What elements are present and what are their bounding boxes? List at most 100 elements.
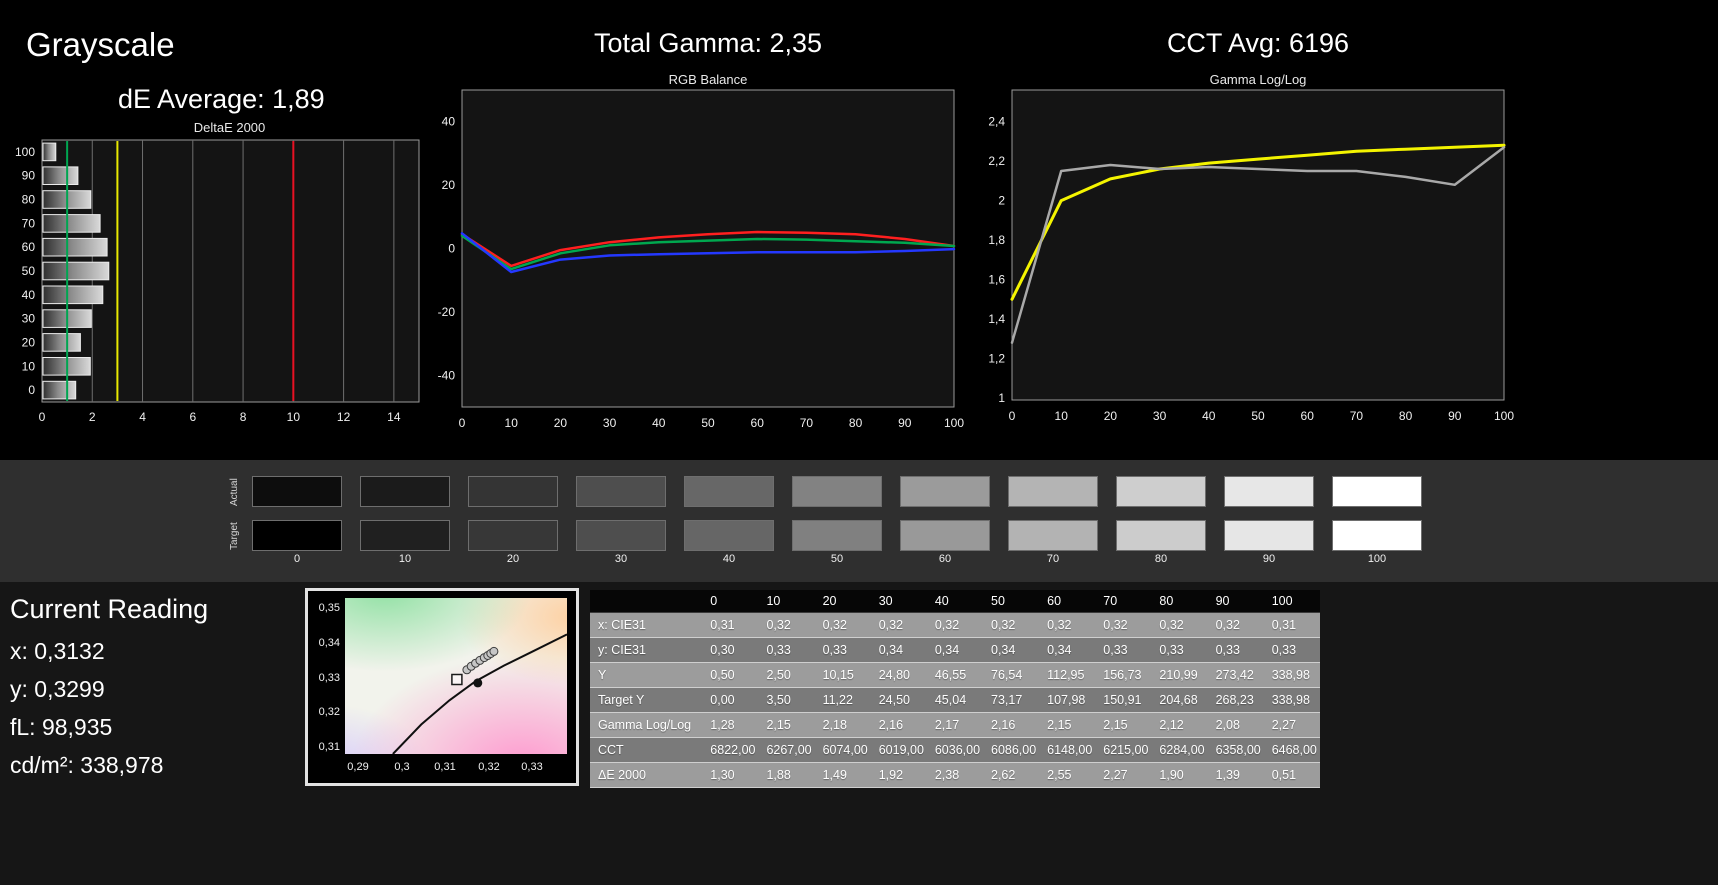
table-cell: 76,54 [983, 662, 1040, 688]
y-tick-label: 1 [998, 391, 1005, 405]
table-cell: 2,16 [870, 712, 927, 738]
table-cell: 0,34 [983, 637, 1040, 663]
table-cell: 73,17 [983, 687, 1040, 713]
x-tick-label: 50 [1251, 409, 1265, 423]
measurement-table: 0 10 20 30 40 50 60 70 80 90 100 x: CIE31 0,31 0,32 0,… [590, 590, 1320, 788]
deltae-bar [42, 237, 108, 257]
table-cell: 2,38 [926, 762, 983, 788]
target-swatch-60 [900, 520, 990, 551]
reading-fl: fL: 98,935 [10, 714, 113, 740]
table-cell: 2,18 [814, 712, 871, 738]
swatch-level-label: 70 [1046, 553, 1060, 565]
table-cell: 1,39 [1207, 762, 1264, 788]
actual-row-label: Actual [229, 478, 240, 506]
table-header-cell: 60 [1039, 590, 1096, 613]
rgb-balance-chart-title: RGB Balance [668, 72, 748, 87]
cie-chromaticity-panel: 0,35 0,34 0,33 0,32 0,31 0,29 0,3 0,31 0,32 0,33 [305, 588, 579, 786]
swatch-level-label: 20 [506, 553, 520, 565]
reading-cdm2: cd/m²: 338,978 [10, 752, 164, 778]
table-cell: 6074,00 [814, 737, 871, 763]
table-cell: 0,33 [1207, 637, 1264, 663]
table-row: y: CIE31 0,30 0,33 0,33 0,34 0,34 0,34 0,34 0,33… [590, 637, 1320, 663]
y-tick-label: 70 [22, 216, 36, 230]
actual-swatch-70 [1008, 476, 1098, 507]
table-row: ΔE 2000 1,30 1,88 1,49 1,92 2,38 2,62 2,55 2,27 1… [590, 762, 1320, 788]
cie-y-tick-label: 0,35 [318, 602, 340, 614]
x-tick-label: 6 [189, 410, 196, 424]
y-tick-label: 50 [22, 264, 36, 278]
x-tick-label: 70 [1350, 409, 1364, 423]
table-cell: 0,00 [702, 687, 759, 713]
table-cell: 150,91 [1095, 687, 1152, 713]
table-cell: 2,15 [1039, 712, 1096, 738]
actual-swatch-20 [468, 476, 558, 507]
table-row-label: x: CIE31 [590, 612, 703, 638]
x-tick-label: 8 [240, 410, 247, 424]
table-cell: 2,17 [926, 712, 983, 738]
table-cell: 2,50 [758, 662, 815, 688]
x-tick-label: 20 [1104, 409, 1118, 423]
table-header-cell: 30 [870, 590, 927, 613]
table-header-cell: 10 [758, 590, 815, 613]
table-cell: 338,98 [1263, 687, 1320, 713]
table-cell: 1,88 [758, 762, 815, 788]
table-header-cell [590, 590, 703, 613]
y-tick-label: -20 [438, 305, 456, 319]
table-row-label: Target Y [590, 687, 703, 713]
swatch-level-label: 0 [293, 553, 301, 565]
series-blue [460, 232, 956, 274]
y-tick-label: 100 [15, 145, 35, 159]
y-tick-label: 20 [22, 335, 36, 349]
table-header-cell: 80 [1151, 590, 1208, 613]
actual-swatch-50 [792, 476, 882, 507]
swatch-level-label: 60 [938, 553, 952, 565]
cie-x-tick-label: 0,29 [347, 761, 369, 773]
table-row-label: Y [590, 662, 703, 688]
table-cell: 3,50 [758, 687, 815, 713]
series-red [460, 230, 956, 268]
x-tick-label: 60 [1301, 409, 1315, 423]
table-row-label: y: CIE31 [590, 637, 703, 663]
x-tick-label: 70 [800, 416, 814, 430]
x-tick-label: 40 [1202, 409, 1216, 423]
target-swatch-row [252, 520, 1422, 551]
table-cell: 0,32 [926, 612, 983, 638]
table-cell: 268,23 [1207, 687, 1264, 713]
table-cell: 0,33 [758, 637, 815, 663]
table-cell: 24,80 [870, 662, 927, 688]
cie-x-tick-label: 0,33 [521, 761, 543, 773]
daylight-locus-curve [392, 633, 568, 755]
table-cell: 0,32 [1095, 612, 1152, 638]
table-cell: 2,08 [1207, 712, 1264, 738]
measured-point [489, 646, 499, 656]
table-cell: 46,55 [926, 662, 983, 688]
table-cell: 24,50 [870, 687, 927, 713]
table-cell: 0,32 [814, 612, 871, 638]
table-cell: 6267,00 [758, 737, 815, 763]
table-cell: 156,73 [1095, 662, 1152, 688]
table-cell: 2,62 [983, 762, 1040, 788]
actual-swatch-100 [1332, 476, 1422, 507]
x-tick-label: 2 [89, 410, 96, 424]
swatch-level-label: 80 [1154, 553, 1168, 565]
actual-swatch-90 [1224, 476, 1314, 507]
table-cell: 2,15 [758, 712, 815, 738]
y-tick-label: 0 [448, 242, 455, 256]
cie-x-tick-label: 0,3 [394, 761, 410, 773]
target-row-label: Target [229, 522, 240, 550]
target-swatch-80 [1116, 520, 1206, 551]
table-row: Y 0,50 2,50 10,15 24,80 46,55 76,54 112,95 156,7… [590, 662, 1320, 688]
current-reading-point [473, 678, 483, 688]
table-cell: 6215,00 [1095, 737, 1152, 763]
table-cell: 0,33 [1095, 637, 1152, 663]
table-header-cell: 90 [1207, 590, 1264, 613]
x-tick-label: 14 [387, 410, 401, 424]
target-marker [451, 673, 463, 686]
table-row: Target Y 0,00 3,50 11,22 24,50 45,04 73,17 107,… [590, 687, 1320, 713]
actual-swatch-0 [252, 476, 342, 507]
swatch-level-label: 90 [1262, 553, 1276, 565]
y-tick-label: 40 [22, 288, 36, 302]
cie-x-tick-label: 0,31 [434, 761, 456, 773]
actual-swatch-row [252, 476, 1422, 507]
table-cell: 1,90 [1151, 762, 1208, 788]
